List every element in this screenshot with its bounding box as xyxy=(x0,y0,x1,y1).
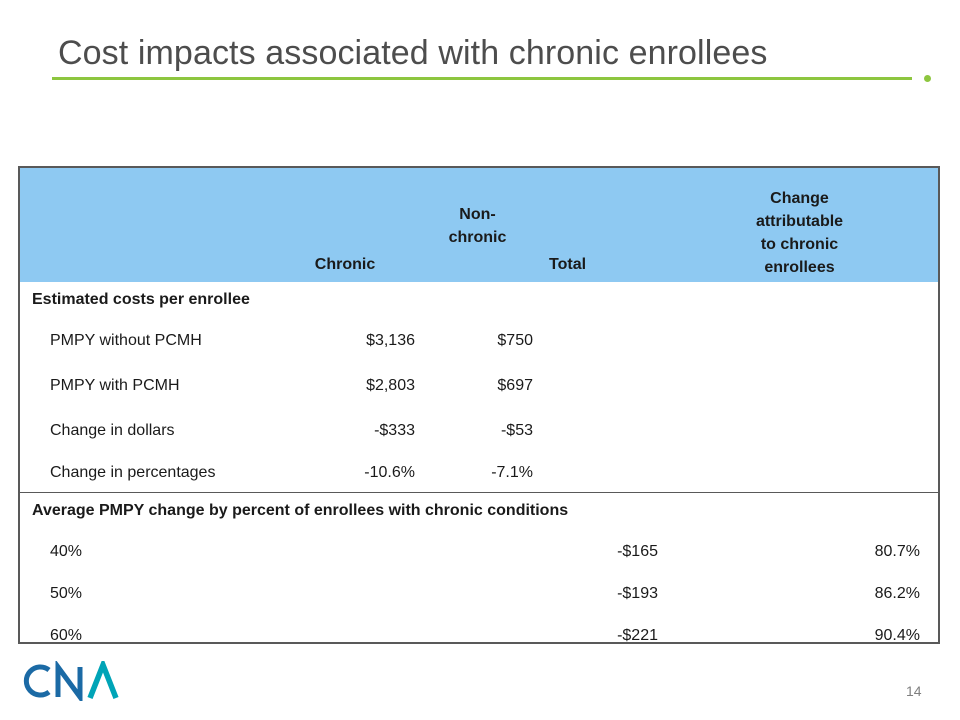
cell-total xyxy=(535,363,663,408)
title-underline xyxy=(52,77,912,80)
cell-nonchronic: -$53 xyxy=(500,421,533,439)
section-row: Average PMPY change by percent of enroll… xyxy=(20,492,938,529)
table-row: Change in percentages -10.6% -7.1% xyxy=(20,453,938,493)
row-label: 60% xyxy=(50,626,83,644)
page-number: 14 xyxy=(906,683,922,699)
row-label: Change in percentages xyxy=(50,463,216,481)
table-row: Change in dollars -$333 -$53 xyxy=(20,408,938,453)
table-row: PMPY without PCMH $3,136 $750 xyxy=(20,318,938,363)
section-row: Estimated costs per enrollee xyxy=(20,282,938,318)
section-label: Estimated costs per enrollee xyxy=(32,291,250,308)
table-header-row: Chronic Non- chronic Total Change attrib… xyxy=(20,168,938,282)
header-chronic: Chronic xyxy=(314,256,376,273)
cell-chronic: $2,803 xyxy=(366,376,415,394)
header-change-line2: attributable xyxy=(755,213,844,230)
cell-total xyxy=(535,318,663,363)
cost-impact-table: Chronic Non- chronic Total Change attrib… xyxy=(18,166,940,644)
cna-logo-icon xyxy=(22,657,120,705)
section-label: Average PMPY change by percent of enroll… xyxy=(20,492,938,529)
cell-total: -$193 xyxy=(617,584,658,602)
cell-chronic: -10.6% xyxy=(364,463,415,481)
header-nonchronic-line1: Non- xyxy=(459,206,496,223)
row-label: 40% xyxy=(50,542,83,560)
cell-chronic: $3,136 xyxy=(366,331,415,349)
cell-change xyxy=(663,408,938,453)
cell-chronic xyxy=(270,613,420,658)
cell-total xyxy=(535,408,663,453)
header-change-line4: enrollees xyxy=(764,259,835,276)
row-label: PMPY without PCMH xyxy=(50,331,202,349)
cell-nonchronic: $750 xyxy=(497,331,533,349)
cell-change xyxy=(663,318,938,363)
header-nonchronic: Non- chronic xyxy=(420,168,535,282)
cell-total xyxy=(535,453,663,493)
header-change-line3: to chronic xyxy=(760,236,839,253)
cell-change xyxy=(663,363,938,408)
table-row: PMPY with PCMH $2,803 $697 xyxy=(20,363,938,408)
header-empty-cell xyxy=(20,168,270,282)
page-title: Cost impacts associated with chronic enr… xyxy=(58,34,768,72)
header-change-attributable: Change attributable to chronic enrollees xyxy=(663,168,938,282)
cell-nonchronic: -7.1% xyxy=(491,463,533,481)
cell-change: 86.2% xyxy=(874,584,920,602)
cell-chronic xyxy=(270,574,420,613)
cell-change xyxy=(663,453,938,493)
row-label: Change in dollars xyxy=(50,421,175,439)
cell-total: -$165 xyxy=(617,542,658,560)
cell-nonchronic xyxy=(420,574,535,613)
header-change-line1: Change xyxy=(770,190,829,207)
table-row: 50% -$193 86.2% xyxy=(20,574,938,613)
cell-chronic: -$333 xyxy=(374,421,415,439)
header-nonchronic-line2: chronic xyxy=(448,229,507,246)
cell-total: -$221 xyxy=(617,626,658,644)
title-accent-dot xyxy=(924,75,931,82)
table-row: 60% -$221 90.4% xyxy=(20,613,938,658)
cell-change: 90.4% xyxy=(874,626,920,644)
row-label: 50% xyxy=(50,584,83,602)
table-row: 40% -$165 80.7% xyxy=(20,529,938,574)
cell-change: 80.7% xyxy=(874,542,920,560)
cell-nonchronic xyxy=(420,529,535,574)
cell-nonchronic xyxy=(420,613,535,658)
cell-nonchronic: $697 xyxy=(497,376,533,394)
row-label: PMPY with PCMH xyxy=(50,376,180,394)
header-total: Total xyxy=(549,256,587,273)
cell-chronic xyxy=(270,529,420,574)
